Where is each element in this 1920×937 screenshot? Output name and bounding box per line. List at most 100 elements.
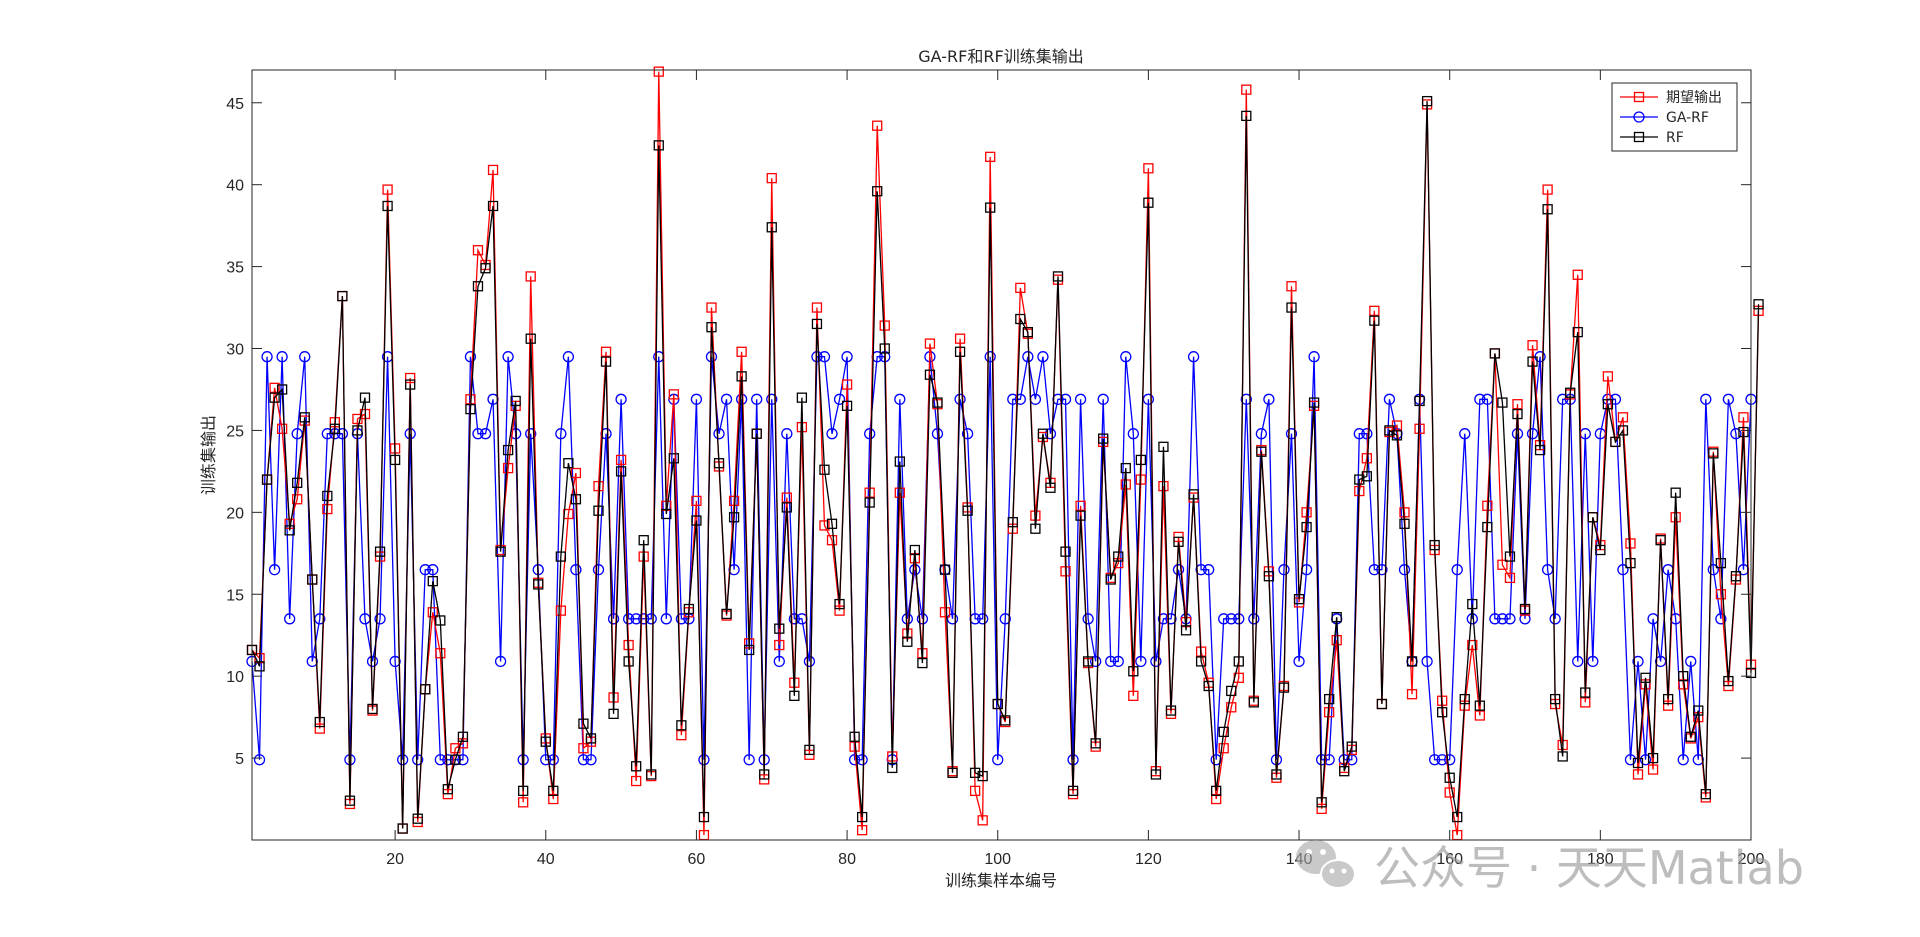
data-point <box>570 467 582 479</box>
data-point <box>804 744 815 756</box>
data-point <box>1037 428 1049 439</box>
data-point <box>518 797 529 808</box>
data-point <box>834 598 845 610</box>
data-point <box>706 322 717 333</box>
data-point <box>977 613 989 625</box>
data-point <box>450 754 461 765</box>
data-point <box>1240 393 1252 405</box>
data-point <box>374 613 386 625</box>
data-point <box>924 369 936 380</box>
data-point <box>615 454 627 466</box>
data-point <box>766 172 777 184</box>
data-point <box>924 338 936 349</box>
data-point <box>864 428 876 440</box>
data-point <box>819 520 830 531</box>
data-point <box>1187 351 1200 363</box>
data-point <box>472 428 484 440</box>
data-point <box>1353 428 1365 440</box>
data-point <box>1074 393 1087 405</box>
data-point <box>1324 693 1335 705</box>
data-point <box>570 564 582 576</box>
data-point <box>1549 613 1561 625</box>
data-point <box>494 655 507 668</box>
chart-title: GA-RF和RF训练集输出 <box>918 47 1083 66</box>
data-point <box>774 623 785 634</box>
data-point <box>487 164 499 176</box>
data-point <box>1715 557 1727 569</box>
data-point <box>1143 163 1154 174</box>
data-point <box>744 644 755 656</box>
data-point <box>1587 655 1599 668</box>
data-point <box>1128 666 1139 677</box>
data-point <box>540 736 551 747</box>
data-point <box>954 393 966 405</box>
data-point <box>1007 517 1018 528</box>
data-point <box>615 466 627 477</box>
data-point <box>736 371 747 382</box>
data-point <box>1474 710 1485 721</box>
data-point <box>1625 538 1636 549</box>
legend-label: GA-RF <box>1666 110 1709 126</box>
data-point <box>1685 731 1696 742</box>
data-point <box>1202 564 1215 576</box>
data-point <box>1315 754 1328 766</box>
data-point <box>698 754 710 766</box>
data-point <box>1512 408 1523 420</box>
data-point <box>1617 564 1629 576</box>
data-point <box>420 684 431 695</box>
legend-label: 期望输出 <box>1666 90 1722 106</box>
data-point <box>563 458 574 469</box>
data-point <box>307 574 318 585</box>
data-point <box>1497 559 1508 570</box>
data-point <box>1444 754 1456 766</box>
data-point <box>1090 655 1102 668</box>
data-point <box>464 351 477 363</box>
data-point <box>706 302 717 313</box>
data-point <box>917 657 928 669</box>
data-point <box>562 351 575 363</box>
data-point <box>1369 305 1380 316</box>
data-point <box>299 412 310 423</box>
watermark-text: 公众号 · 天天Matlab <box>1374 841 1804 895</box>
data-point <box>533 579 544 590</box>
data-point <box>366 655 379 668</box>
data-point <box>555 605 566 616</box>
data-point <box>1482 521 1493 533</box>
data-point <box>1421 95 1433 107</box>
data-point <box>412 813 423 824</box>
data-point <box>518 785 529 797</box>
data-point <box>1173 536 1184 547</box>
data-point <box>1030 523 1041 534</box>
data-point <box>1120 351 1132 363</box>
data-point <box>1233 656 1244 667</box>
data-point <box>1105 574 1116 585</box>
data-point <box>578 718 589 729</box>
data-point <box>1113 551 1124 562</box>
data-point <box>1640 672 1651 683</box>
data-point <box>1572 326 1583 338</box>
data-point <box>1278 564 1290 576</box>
data-point <box>984 351 996 363</box>
data-point <box>1263 571 1275 582</box>
data-point <box>548 793 559 805</box>
data-point <box>1339 766 1350 777</box>
data-point <box>736 346 747 357</box>
data-point <box>818 351 831 363</box>
data-point <box>1082 613 1094 625</box>
data-point <box>434 754 446 766</box>
data-point <box>389 655 401 668</box>
data-point <box>1316 803 1327 815</box>
data-point <box>879 320 890 331</box>
data-point <box>1391 430 1403 441</box>
data-point <box>548 785 559 797</box>
data-point <box>1421 655 1433 668</box>
wechat-icon <box>1296 840 1356 889</box>
data-point <box>465 403 476 415</box>
data-point <box>668 453 679 464</box>
data-point <box>1218 743 1229 754</box>
data-point <box>1467 639 1478 651</box>
x-tick-label: 200 <box>1738 851 1765 868</box>
data-point <box>374 546 386 557</box>
data-point <box>322 490 333 502</box>
data-point <box>661 508 672 520</box>
